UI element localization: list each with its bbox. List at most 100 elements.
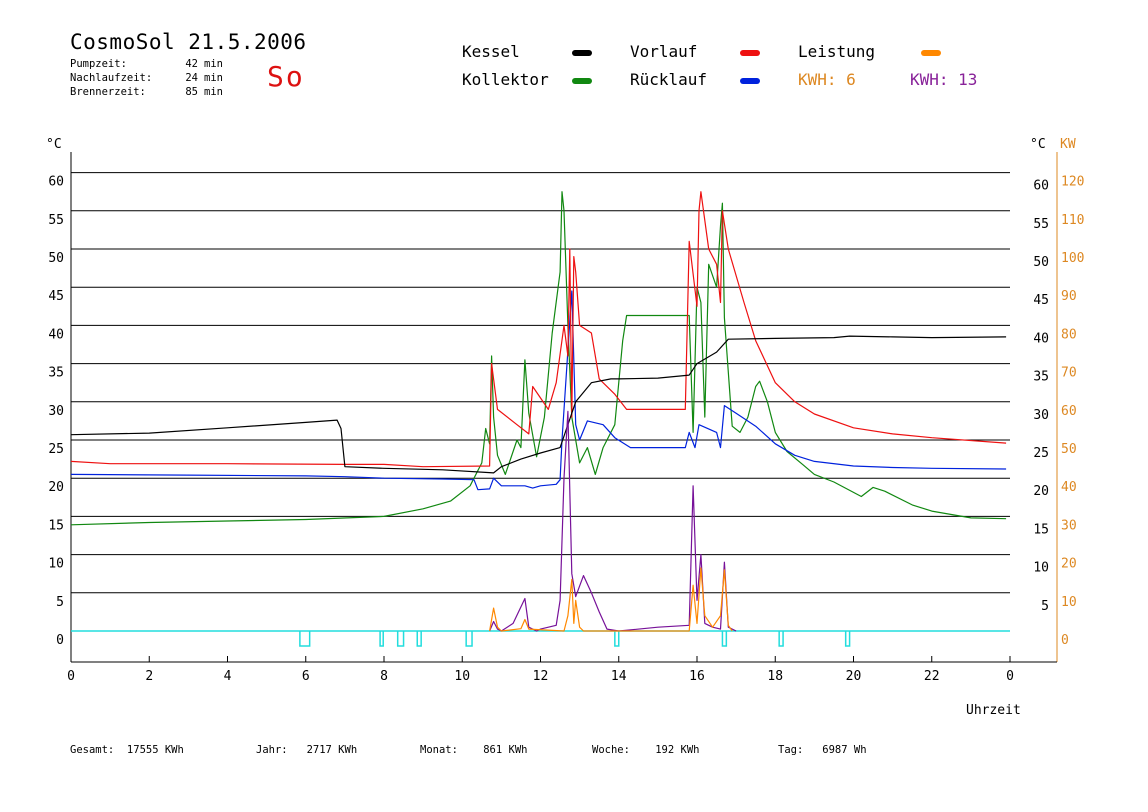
y-tick-label-left: 15	[48, 518, 64, 533]
y-axis-label-right: °C	[1030, 137, 1046, 152]
series-line-vorlauf	[70, 191, 1007, 468]
baseline-pulse	[721, 631, 728, 647]
legend-kessel-label: Kessel	[462, 42, 520, 61]
x-tick-label: 16	[689, 669, 705, 684]
footer-label: Tag:	[778, 744, 804, 756]
stat-unit: min	[204, 86, 223, 98]
x-tick-label: 22	[924, 669, 940, 684]
baseline-pulse	[614, 631, 620, 647]
baseline-pulses	[71, 630, 1010, 647]
y-tick-label-left: 20	[48, 480, 64, 495]
gridlines	[71, 172, 1010, 594]
legend-ruecklauf-label: Rücklauf	[630, 70, 708, 89]
baseline-pulse	[379, 631, 384, 647]
footer-label: Monat:	[420, 744, 458, 756]
legend-vorlauf-label: Vorlauf	[630, 42, 698, 61]
x-tick-label: 18	[767, 669, 783, 684]
y2-tick-label-kw: 120	[1061, 175, 1084, 190]
y2-tick-label-kw: 80	[1061, 327, 1077, 342]
footer-value: 2717 KWh	[306, 744, 358, 756]
baseline-pulse	[416, 631, 422, 647]
y-tick-label-right: 50	[1033, 255, 1049, 270]
y-axis-label-right-kw: KW	[1060, 137, 1076, 152]
footer-label: Jahr:	[256, 744, 288, 756]
y2-tick-label-kw: 40	[1061, 480, 1077, 495]
baseline-pulse	[299, 631, 311, 647]
legend-vorlauf-swatch	[740, 50, 760, 56]
y-tick-label-left: 5	[56, 595, 64, 610]
y-tick-label-right: 55	[1033, 217, 1049, 232]
weekday-label: So	[267, 60, 305, 93]
y-tick-label-left: 40	[48, 327, 64, 342]
x-tick-label: 12	[533, 669, 549, 684]
footer-tag: Tag: 6987 Wh	[778, 744, 867, 756]
y-tick-label-right: 45	[1033, 293, 1049, 308]
y-tick-label-left: 45	[48, 289, 64, 304]
kwh-label: KWH:	[798, 70, 837, 89]
kwh-leistung: KWH: 6	[798, 70, 856, 89]
kwh-label: KWH:	[910, 70, 949, 89]
stat-label: Pumpzeit:	[70, 58, 127, 70]
x-tick-label: 14	[611, 669, 627, 684]
stat-label: Nachlaufzeit:	[70, 72, 153, 84]
legend-kollektor-label: Kollektor	[462, 70, 549, 89]
kwh-value: 6	[846, 70, 856, 89]
y-tick-label-left: 25	[48, 442, 64, 457]
baseline-pulse	[844, 631, 851, 647]
x-tick-label: 0	[67, 669, 75, 684]
y-tick-label-right: 25	[1033, 446, 1049, 461]
y2-tick-label-kw: 100	[1061, 251, 1084, 266]
baseline-pulse	[465, 631, 473, 647]
footer-value: 861 KWh	[483, 744, 528, 756]
stat-value: 24	[185, 72, 198, 84]
y2-tick-label-kw: 10	[1061, 595, 1077, 610]
axes	[70, 152, 1058, 663]
y2-tick-label-kw: 60	[1061, 404, 1077, 419]
kwh-value: 13	[958, 70, 978, 89]
legend-kessel-swatch	[572, 50, 592, 56]
x-tick-label: 10	[454, 669, 470, 684]
footer-monat: Monat: 861 KWh	[420, 744, 528, 756]
y-tick-label-left: 60	[48, 175, 64, 190]
series-line-rcklauf	[70, 290, 1007, 491]
stat-unit: min	[204, 72, 223, 84]
x-tick-label: 20	[846, 669, 862, 684]
y2-tick-label-kw: 0	[1061, 633, 1069, 648]
footer-value: 6987 Wh	[822, 744, 867, 756]
x-tick-label: 6	[302, 669, 310, 684]
y-tick-label-right: 30	[1033, 408, 1049, 423]
y-tick-label-right: 60	[1033, 179, 1049, 194]
y-tick-label-right: 35	[1033, 370, 1049, 385]
stat-value: 85	[185, 86, 198, 98]
stat-brennerzeit: Brennerzeit: 85 min	[70, 86, 223, 98]
footer-value: 192 KWh	[655, 744, 700, 756]
y-tick-label-left: 10	[48, 557, 64, 572]
y2-tick-label-kw: 70	[1061, 366, 1077, 381]
y2-tick-label-kw: 50	[1061, 442, 1077, 457]
series-lines	[70, 191, 1007, 632]
x-tick-label: 4	[224, 669, 232, 684]
y-tick-label-right: 15	[1033, 522, 1049, 537]
legend-ruecklauf-swatch	[740, 78, 760, 84]
x-tick-label: 0	[1006, 669, 1014, 684]
footer-label: Gesamt:	[70, 744, 115, 756]
y-tick-label-left: 30	[48, 404, 64, 419]
legend-kollektor-swatch	[572, 78, 592, 84]
footer-label: Woche:	[592, 744, 630, 756]
stat-unit: min	[204, 58, 223, 70]
y2-tick-label-kw: 20	[1061, 557, 1077, 572]
stat-pumpzeit: Pumpzeit: 42 min	[70, 58, 223, 70]
footer-jahr: Jahr: 2717 KWh	[256, 744, 357, 756]
y-tick-label-left: 0	[56, 633, 64, 648]
y-axis-label-left: °C	[46, 137, 62, 152]
legend-leistung-swatch	[921, 50, 941, 56]
y-tick-label-right: 20	[1033, 484, 1049, 499]
x-tick-label: 2	[145, 669, 153, 684]
y-tick-label-right: 10	[1033, 561, 1049, 576]
stat-label: Brennerzeit:	[70, 86, 146, 98]
legend-leistung-label: Leistung	[798, 42, 876, 61]
y2-tick-label-kw: 110	[1061, 213, 1084, 228]
y-tick-label-left: 35	[48, 366, 64, 381]
